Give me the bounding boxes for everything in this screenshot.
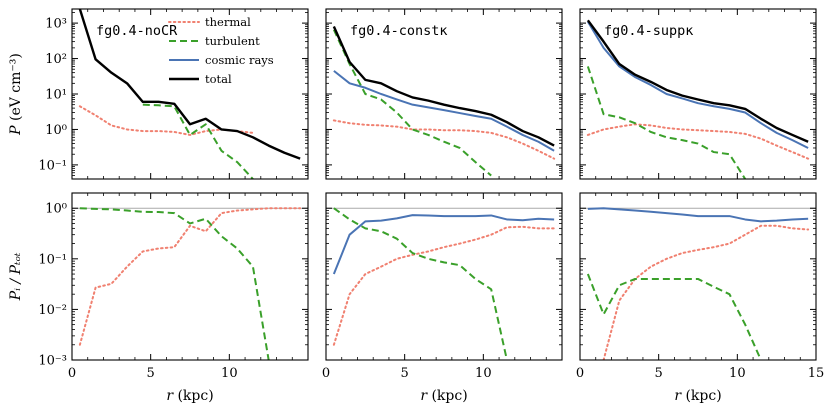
panel-title-1: fg0.4-constκ [350, 23, 448, 39]
top-thermal-line-2 [586, 123, 810, 160]
top-y-tick-label: 10⁰ [45, 123, 67, 138]
bottom-turbulent-line-1 [333, 207, 508, 360]
bottom-thermal-line-2 [602, 224, 810, 360]
bottom-y-tick-label: 10⁻² [38, 303, 67, 318]
top-total-line-2 [586, 19, 809, 143]
top-y-tick-label: 10¹ [45, 88, 67, 103]
bottom-x-tick-label: 0 [576, 366, 584, 381]
bottom-y-tick-label: 10⁰ [45, 202, 67, 217]
bottom-axes-frame-0 [71, 192, 309, 361]
panel-title-0: fg0.4-noCR [96, 23, 178, 39]
top-turbulent-line-2 [586, 66, 747, 179]
legend-label-cosmic-rays: cosmic rays [205, 53, 274, 67]
bottom-x-tick-label: 10 [475, 366, 492, 381]
bottom-x-tick-label: 0 [322, 366, 330, 381]
bottom-axes-frame-2 [579, 192, 817, 361]
bottom-x-tick-label: 5 [655, 366, 663, 381]
top-total-line-0 [78, 9, 301, 160]
bottom-x-tick-label: 10 [221, 366, 238, 381]
top-cosmic-rays-line-2 [587, 21, 809, 149]
legend-label-thermal: thermal [205, 15, 251, 29]
x-axis-label-0: r (kpc) [166, 388, 213, 404]
top-thermal-line-1 [332, 119, 556, 160]
bottom-axes-frame-1 [325, 192, 563, 361]
bottom-x-tick-label: 15 [808, 366, 825, 381]
bottom-y-tick-label: 10⁻¹ [38, 252, 67, 267]
top-cosmic-rays-line-1 [333, 70, 555, 152]
top-y-axis-label: P (eV cm⁻³) [8, 53, 24, 136]
top-turbulent-line-1 [332, 29, 492, 177]
bottom-turbulent-line-2 [586, 273, 762, 360]
bottom-turbulent-line-0 [79, 207, 270, 360]
bottom-thermal-line-1 [332, 225, 556, 346]
x-axis-label-1: r (kpc) [420, 388, 467, 404]
top-turbulent-line-0 [142, 103, 254, 179]
legend-label-total: total [205, 72, 232, 86]
panel-title-2: fg0.4-suppκ [604, 23, 693, 39]
bottom-x-tick-label: 10 [729, 366, 746, 381]
bottom-x-tick-label: 5 [401, 366, 409, 381]
x-axis-label-2: r (kpc) [674, 388, 721, 404]
legend-label-turbulent: turbulent [205, 34, 260, 48]
top-total-line-1 [332, 26, 555, 147]
top-y-tick-label: 10³ [45, 17, 67, 32]
top-y-tick-label: 10⁻¹ [38, 158, 67, 173]
bottom-y-tick-label: 10⁻³ [38, 354, 67, 369]
bottom-thermal-line-0 [78, 207, 302, 346]
top-y-tick-label: 10² [45, 52, 67, 67]
bottom-y-axis-label: Pᵢ / Pₜₒₜ [8, 252, 24, 301]
bottom-cosmic-rays-line-2 [587, 207, 809, 223]
bottom-x-tick-label: 0 [68, 366, 76, 381]
bottom-x-tick-label: 5 [147, 366, 155, 381]
bottom-cosmic-rays-line-1 [332, 214, 555, 275]
